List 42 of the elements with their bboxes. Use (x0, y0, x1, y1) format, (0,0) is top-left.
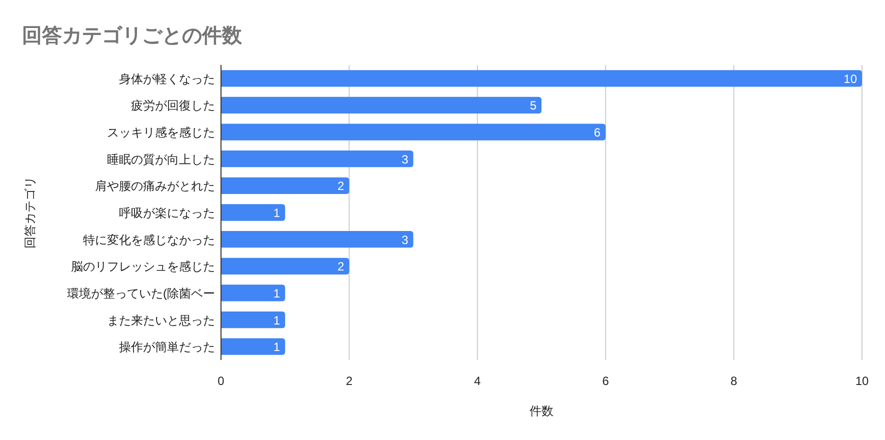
data-label: 3 (402, 232, 409, 247)
bar (221, 177, 350, 194)
bar (221, 284, 286, 302)
x-tick-label: 10 (855, 374, 869, 388)
data-label: 1 (273, 313, 280, 328)
y-tick-label: 身体が軽くなった (119, 72, 215, 86)
y-tick-label: スッキリ感を感じた (107, 126, 215, 140)
bar (221, 204, 286, 221)
bar (221, 338, 286, 355)
bar (221, 150, 414, 168)
data-label: 3 (402, 152, 409, 166)
bar (221, 258, 350, 274)
x-tick-label: 6 (602, 374, 610, 388)
data-label: 5 (530, 98, 537, 113)
chart-title: 回答カテゴリごとの件数 (22, 25, 243, 47)
data-label: 1 (273, 340, 280, 354)
bar (221, 311, 286, 328)
y-tick-label: 特に変化を感じなかった (83, 232, 215, 247)
data-label: 1 (273, 206, 280, 220)
y-axis-title: 回答カテゴリ (23, 176, 37, 248)
y-tick-label: また来たいと思った (107, 313, 215, 328)
x-tick-label: 4 (474, 374, 482, 388)
data-label: 6 (594, 126, 601, 140)
y-tick-label: 睡眠の質が向上した (107, 152, 215, 166)
y-tick-label: 環境が整っていた(除菌ベー (67, 286, 215, 300)
bar (221, 70, 862, 87)
y-tick-label: 脳のリフレッシュを感じた (71, 260, 215, 274)
bar (221, 231, 414, 248)
data-label: 1 (273, 286, 280, 300)
bar (221, 124, 606, 140)
y-tick-label: 呼吸が楽になった (119, 206, 215, 220)
x-axis-title: 件数 (530, 404, 554, 418)
x-tick-label: 2 (346, 374, 353, 388)
y-tick-label: 操作が簡単だった (119, 340, 215, 354)
bar (221, 96, 542, 114)
x-tick-label: 8 (730, 374, 738, 388)
data-label: 2 (338, 179, 345, 194)
y-tick-label: 疲労が回復した (131, 98, 215, 113)
x-tick-label: 0 (218, 374, 225, 388)
data-label: 10 (844, 72, 858, 86)
data-label: 2 (338, 260, 345, 274)
y-tick-label: 肩や腰の痛みがとれた (95, 179, 215, 194)
